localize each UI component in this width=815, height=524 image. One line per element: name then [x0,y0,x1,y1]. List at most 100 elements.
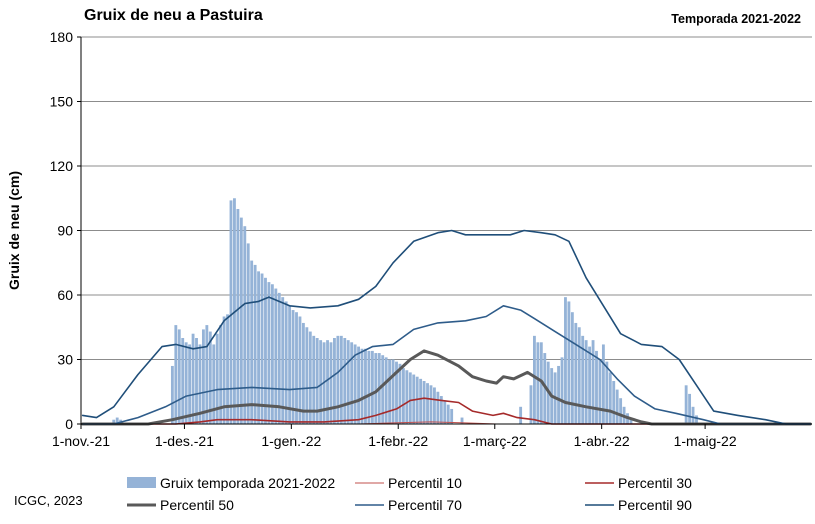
legend-label: Percentil 50 [160,497,234,513]
depth-bar [188,344,192,424]
legend-label: Percentil 90 [618,497,692,513]
depth-bar [350,342,354,424]
depth-bar [629,417,633,424]
depth-bar [115,417,119,424]
depth-bar [405,370,409,424]
depth-bar [519,406,523,424]
depth-bar [564,297,567,424]
depth-bar [401,368,405,424]
depth-bar [408,372,412,424]
depth-bar [367,350,371,424]
depth-bar [598,359,602,424]
legend-label: Percentil 70 [388,497,462,513]
depth-bar [398,363,402,424]
legend-label: Percentil 10 [388,475,462,491]
axes: 0 30 60 90 120 150 180 1-nov.-21 1-des.-21 1-gen.… [6,29,812,449]
depth-bar [570,312,574,424]
depth-bar [364,348,367,424]
depth-bar [277,292,281,424]
percentile-line-2 [81,397,812,425]
depth-bar [257,271,261,424]
y-tick-label: 150 [50,94,74,110]
depth-bar [264,277,267,424]
depth-bar [370,350,374,424]
chart-title: Gruix de neu a Pastuira [84,7,263,24]
depth-bar [446,404,450,424]
depth-bar [219,325,223,424]
depth-bar [305,327,309,424]
depth-bar [381,355,385,424]
depth-bar [357,346,360,424]
depth-bar [536,342,540,424]
x-tick-label: 1-nov.-21 [52,433,110,449]
depth-bar [198,344,202,424]
depth-bar [429,385,433,424]
depth-bar [615,389,619,424]
depth-bar [295,312,298,424]
depth-bar [184,342,188,424]
depth-bar [201,329,205,424]
depth-bar [112,419,116,424]
depth-bar [239,217,243,424]
depth-bar [329,342,333,424]
depth-bar [319,340,323,424]
x-tick-label: 1-març-22 [463,433,527,449]
depth-bar [591,340,595,424]
depth-bar [436,391,440,424]
source-credit: ICGC, 2023 [14,493,83,508]
depth-bar [433,387,436,424]
depth-bar [529,385,533,424]
depth-bar [284,301,288,424]
x-tick-label: 1-abr.-22 [574,433,630,449]
y-tick-label: 0 [65,416,73,432]
depth-bars [112,198,698,424]
depth-bar [326,340,329,424]
depth-bar [588,346,592,424]
depth-bar [267,282,271,424]
depth-bar [360,348,364,424]
depth-bar [346,340,350,424]
legend-label: Gruix temporada 2021-2022 [160,475,335,491]
x-tick-label: 1-febr.-22 [368,433,428,449]
depth-bar [595,350,598,424]
depth-bar [177,329,181,424]
depth-bar [274,288,278,424]
depth-bar [443,400,447,424]
season-label: Temporada 2021-2022 [671,12,801,26]
depth-bar [608,372,612,424]
y-tick-label: 60 [57,287,73,303]
depth-bar [577,327,581,424]
depth-bar [533,335,536,424]
depth-bar [601,344,605,424]
depth-bar [388,359,392,424]
y-tick-label: 90 [57,223,73,239]
depth-bar [170,365,174,424]
depth-bar [426,383,429,424]
legend-swatch-bar [127,477,156,488]
depth-bar [243,226,247,424]
depth-bar [270,284,274,424]
depth-bar [288,305,292,424]
depth-bar [226,314,229,424]
x-tick-label: 1-maig-22 [674,433,737,449]
depth-bar [260,273,264,424]
depth-bar [291,310,295,424]
depth-bar [253,264,257,424]
depth-bar [215,333,219,424]
depth-bar [174,325,178,424]
x-tick-label: 1-des.-21 [155,433,214,449]
depth-bar [422,381,426,424]
grid-lines [81,36,812,360]
depth-bar [574,322,578,424]
depth-bar [460,417,464,424]
legend-label: Percentil 30 [618,475,692,491]
depth-bar [308,331,312,424]
percentile-line-5 [81,229,812,425]
depth-bar [336,335,340,424]
y-tick-label: 120 [50,158,74,174]
depth-bar [384,357,388,424]
y-tick-label: 180 [50,29,74,45]
depth-bar [684,385,688,424]
